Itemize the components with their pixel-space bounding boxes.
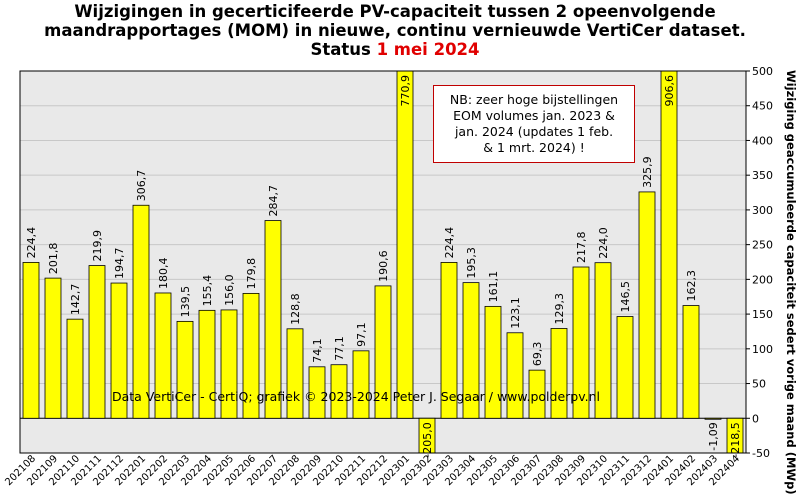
bar [330,364,348,419]
plot-frame [19,70,747,454]
y-tick-label: 150 [752,308,773,321]
bar [616,316,634,419]
data-label: 906,6 [663,75,676,107]
y-tick-label: 100 [752,343,773,356]
data-label: 179,8 [245,258,258,290]
bar [198,309,216,419]
bar [44,277,62,419]
data-label: 180,4 [157,257,170,289]
data-label: 224,4 [443,227,456,259]
note-line: EOM volumes jan. 2023 & [453,108,615,123]
y-tick-label: 400 [752,134,773,147]
data-label: 195,3 [465,247,478,279]
data-label: 161,1 [487,271,500,303]
bar [396,70,414,419]
data-label: 97,1 [355,322,368,347]
y-tick-label: 50 [752,378,766,391]
data-label: 123,1 [509,297,522,329]
y-tick-label: -50 [752,447,770,460]
y-tick-label: 0 [752,412,759,425]
bar [506,332,524,419]
data-label: 162,3 [685,270,698,302]
data-label: 139,5 [179,286,192,318]
bar [550,328,568,419]
data-label: 770,9 [399,75,412,107]
bar [242,292,260,419]
data-label: 156,0 [223,274,236,306]
bar [110,282,128,419]
title-status-date: 1 mei 2024 [376,40,480,59]
bar [132,204,150,419]
y-tick-label: 350 [752,169,773,182]
data-label: 190,6 [377,250,390,282]
title-line-2: maandrapportages (MOM) in nieuwe, contin… [44,21,746,40]
data-label: 128,8 [289,293,302,325]
note-line: jan. 2024 (updates 1 feb. [454,124,614,139]
bar [154,292,172,419]
bar [374,285,392,419]
data-label: 325,9 [641,156,654,188]
bar [528,369,546,419]
data-label: 74,1 [311,338,324,363]
data-label: -218,5 [729,422,742,457]
y-axis-title-text: Wijziging geaccumuleerde capaciteit sede… [784,70,798,495]
y-tick-label: 200 [752,273,773,286]
note-line: & 1 mrt. 2024) ! [483,140,585,155]
bar [638,191,656,419]
data-label: -205,0 [421,422,434,457]
bar [572,266,590,419]
data-label: 77,1 [333,336,346,361]
bar [682,305,700,419]
data-label: 284,7 [267,185,280,217]
data-label: 201,8 [47,243,60,275]
bar [440,262,458,419]
data-label: 146,5 [619,281,632,313]
bar [22,262,40,419]
bar [308,366,326,419]
data-label: 224,0 [597,227,610,259]
data-label: 219,9 [91,230,104,262]
bar [462,282,480,419]
note-box: NB: zeer hoge bijstellingen EOM volumes … [433,85,635,163]
y-tick-label: 450 [752,100,773,113]
title-line-3: Status 1 mei 2024 [0,40,790,59]
data-label: 224,4 [25,227,38,259]
chart-title: Wijzigingen in gecerticifeerde PV-capaci… [0,2,790,59]
data-label: 142,7 [69,284,82,316]
y-tick-label: 500 [752,65,773,78]
y-tick-label: 250 [752,239,773,252]
y-tick-label: 300 [752,204,773,217]
title-line-1: Wijzigingen in gecerticifeerde PV-capaci… [74,2,716,21]
bar [286,328,304,419]
data-credit: Data VertiCer - CertiQ; grafiek © 2023-2… [112,389,601,404]
bar [660,70,678,419]
bar [264,220,282,419]
data-label: -1,09 [707,422,720,450]
data-label: 217,8 [575,232,588,264]
bar [352,350,370,419]
bar [66,318,84,419]
title-status-prefix: Status [310,40,377,59]
data-label: 69,3 [531,342,544,367]
bar [484,305,502,419]
bar [594,262,612,419]
bar [88,265,106,419]
bar [176,320,194,419]
note-line: NB: zeer hoge bijstellingen [449,92,619,107]
data-label: 194,7 [113,248,126,280]
bar [220,309,238,419]
bar [704,417,722,420]
data-label: 129,3 [553,293,566,325]
data-label: 155,4 [201,275,214,307]
data-label: 306,7 [135,170,148,202]
